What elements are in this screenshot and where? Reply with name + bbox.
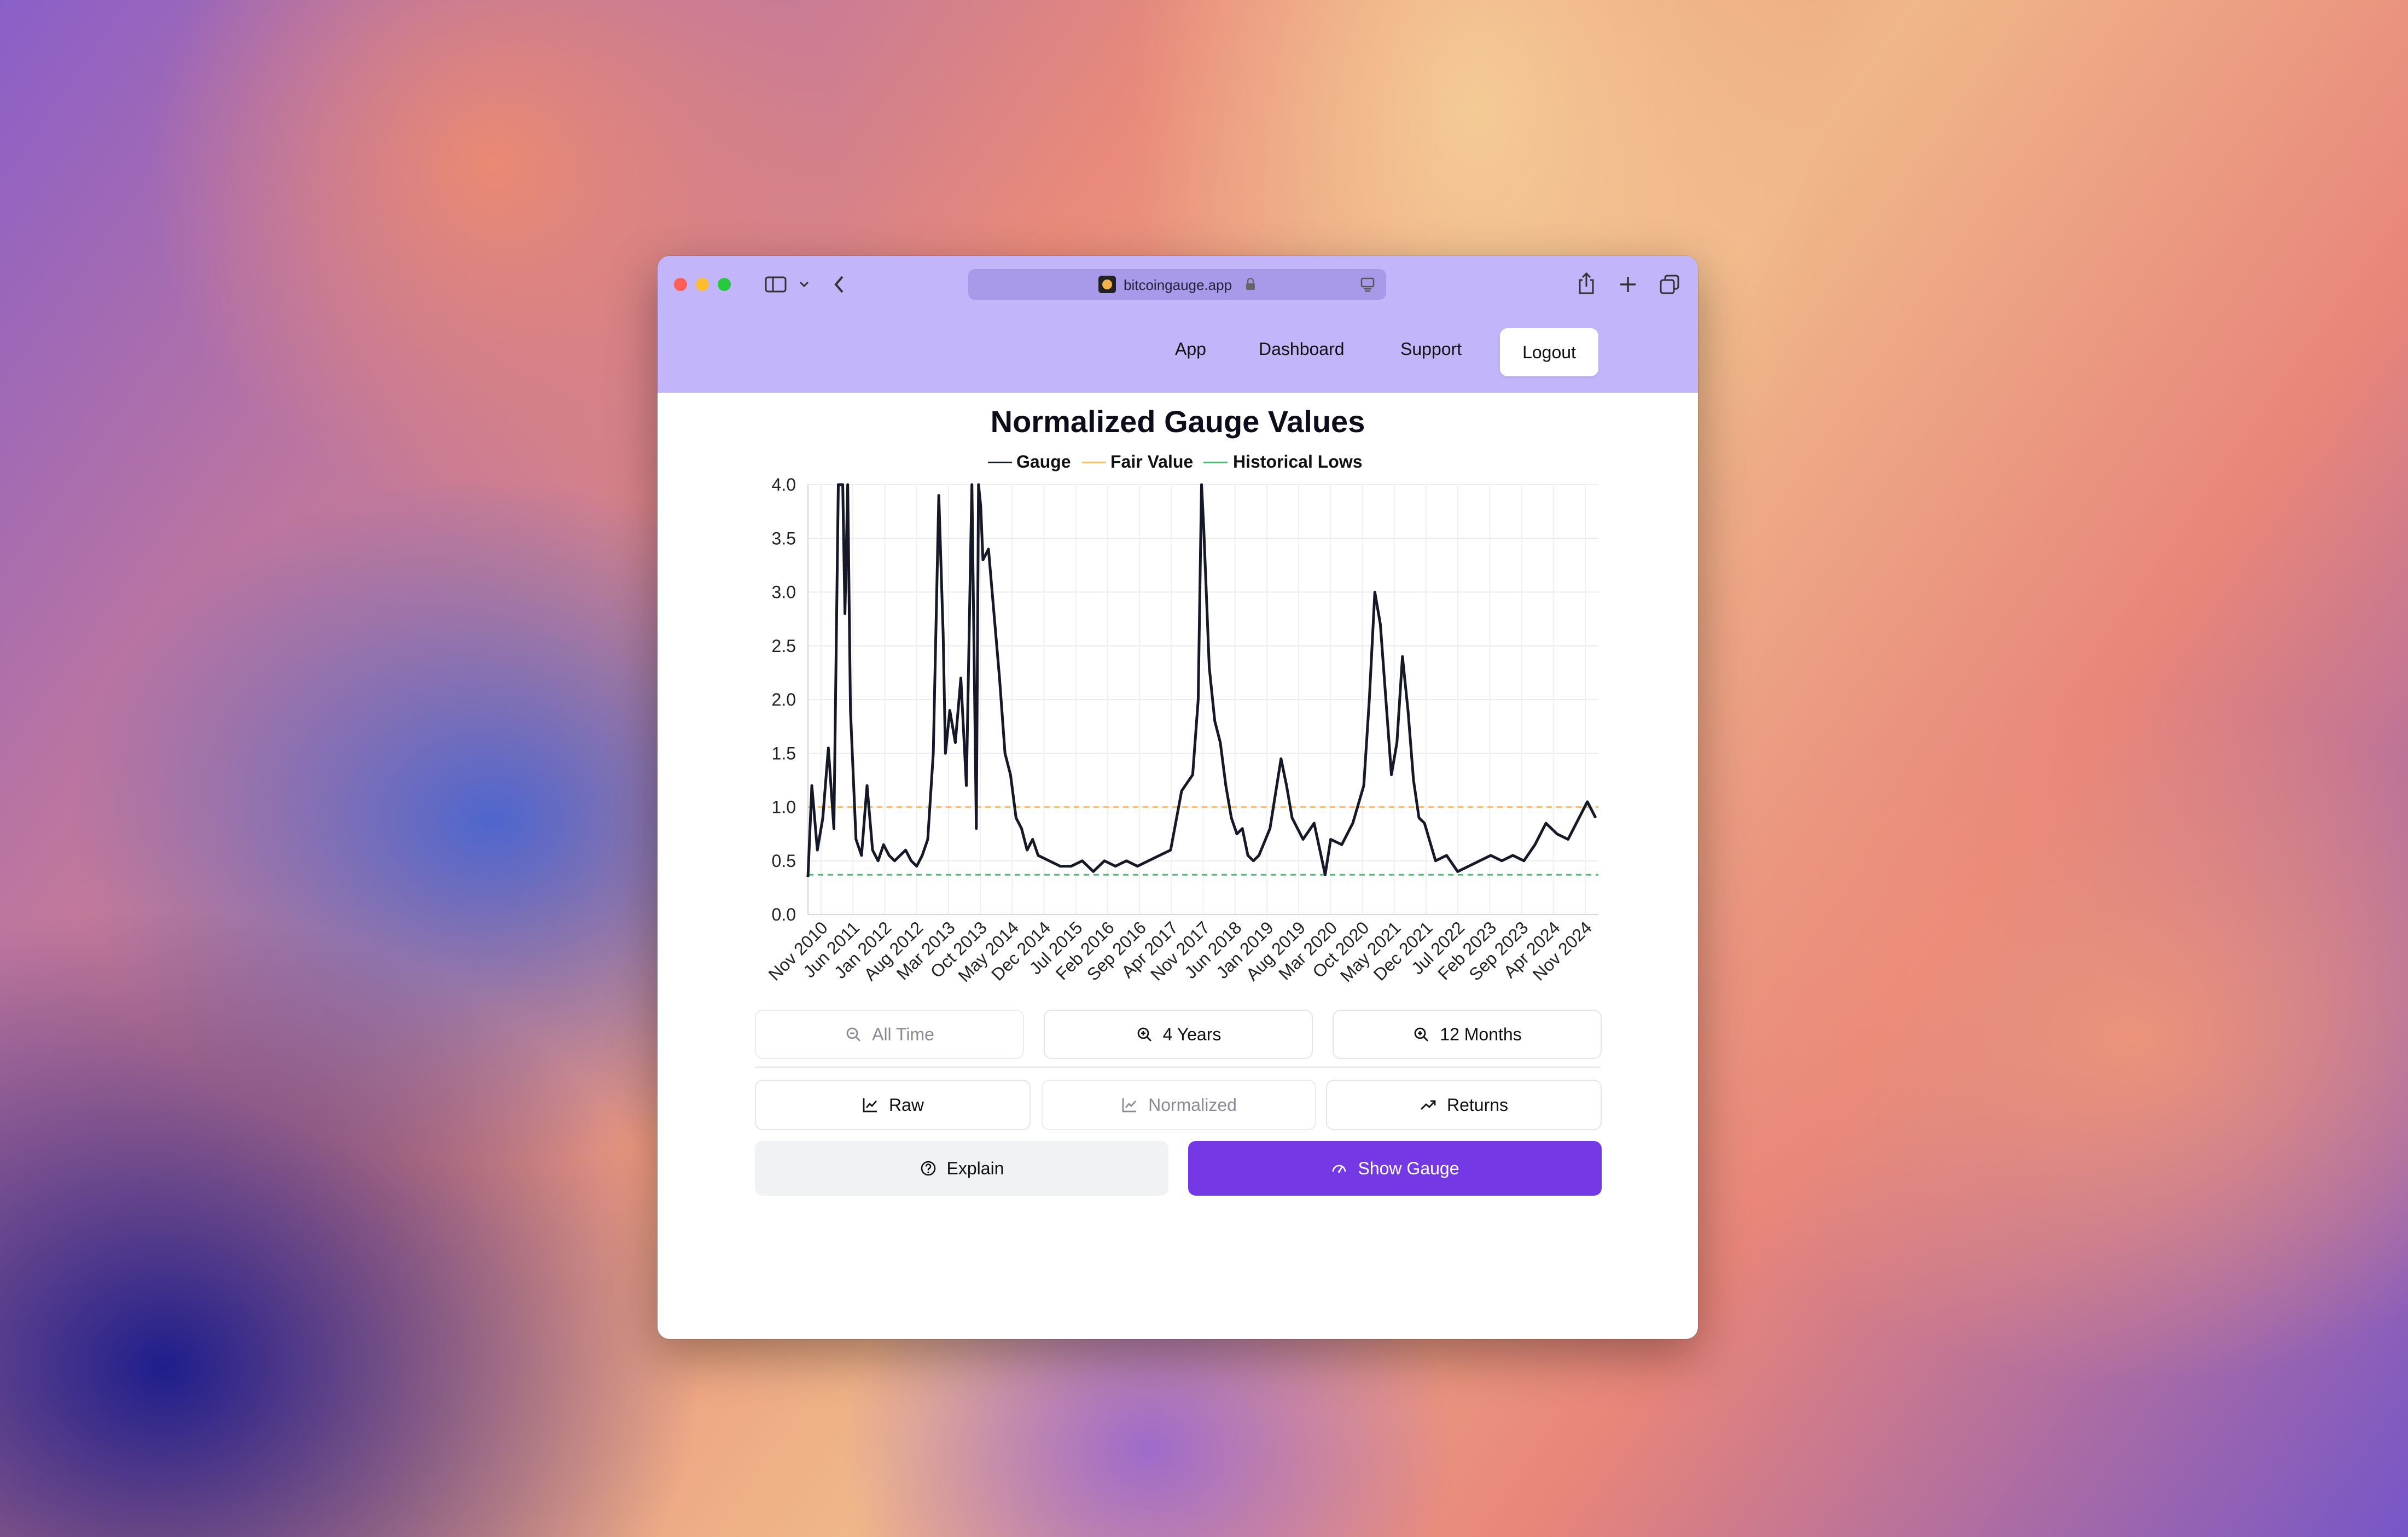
y-tick-label: 2.5 bbox=[772, 636, 796, 656]
close-window-button[interactable] bbox=[674, 278, 687, 291]
lock-icon bbox=[1246, 278, 1255, 290]
legend-historical-lows[interactable]: Historical Lows bbox=[1233, 452, 1363, 471]
legend-fair-value[interactable]: Fair Value bbox=[1110, 452, 1194, 471]
returns-button[interactable]: Returns bbox=[1326, 1080, 1602, 1130]
legend-swatch-fair-value bbox=[1082, 462, 1106, 463]
url-text: bitcoingauge.app bbox=[1124, 277, 1232, 293]
chevron-down-icon[interactable] bbox=[799, 280, 810, 289]
twelve-months-button[interactable]: 12 Months bbox=[1333, 1010, 1602, 1059]
site-favicon bbox=[1098, 276, 1116, 293]
raw-label: Raw bbox=[888, 1094, 924, 1115]
all-time-label: All Time bbox=[872, 1024, 934, 1044]
y-tick-label: 3.0 bbox=[772, 583, 796, 602]
y-tick-label: 1.0 bbox=[772, 797, 796, 817]
normalized-button[interactable]: Normalized bbox=[1042, 1080, 1316, 1130]
y-tick-label: 0.5 bbox=[772, 851, 796, 871]
gauge-series-line bbox=[806, 483, 1597, 877]
zoom-window-button[interactable] bbox=[718, 278, 731, 291]
reader-icon[interactable] bbox=[1360, 277, 1375, 292]
y-tick-label: 3.5 bbox=[772, 528, 796, 548]
y-tick-label: 1.5 bbox=[772, 743, 796, 763]
explain-button[interactable]: Explain bbox=[755, 1141, 1168, 1196]
y-tick-label: 4.0 bbox=[772, 475, 796, 494]
new-tab-icon[interactable] bbox=[1618, 275, 1638, 294]
all-time-button[interactable]: All Time bbox=[755, 1010, 1024, 1059]
gauge-icon bbox=[1333, 1165, 1346, 1173]
y-tick-label: 0.0 bbox=[772, 905, 796, 924]
controls-divider bbox=[755, 1067, 1601, 1068]
normalized-label: Normalized bbox=[1148, 1094, 1237, 1115]
browser-window: bitcoingauge.app App Dashboard bbox=[658, 256, 1698, 1339]
raw-button[interactable]: Raw bbox=[755, 1080, 1031, 1130]
minimize-window-button[interactable] bbox=[696, 278, 709, 291]
address-bar[interactable]: bitcoingauge.app bbox=[968, 269, 1386, 300]
explain-label: Explain bbox=[946, 1158, 1004, 1178]
logout-button[interactable]: Logout bbox=[1500, 328, 1598, 376]
legend-swatch-historical-lows bbox=[1203, 462, 1228, 463]
nav-dashboard-link[interactable]: Dashboard bbox=[1259, 339, 1345, 359]
line-chart-icon bbox=[1122, 1098, 1137, 1113]
help-circle-icon bbox=[921, 1161, 935, 1176]
sidebar-icon[interactable] bbox=[765, 276, 787, 293]
legend-gauge[interactable]: Gauge bbox=[1016, 452, 1071, 471]
nav-app-link[interactable]: App bbox=[1175, 339, 1206, 359]
y-tick-label: 2.0 bbox=[772, 690, 796, 709]
line-chart-icon bbox=[863, 1098, 877, 1113]
title-bar: bitcoingauge.app App Dashboard bbox=[658, 256, 1698, 393]
zoom-in-icon bbox=[1137, 1027, 1151, 1041]
four-years-button[interactable]: 4 Years bbox=[1044, 1010, 1313, 1059]
back-icon[interactable] bbox=[833, 273, 846, 295]
trending-up-icon bbox=[1420, 1100, 1436, 1110]
show-gauge-button[interactable]: Show Gauge bbox=[1188, 1141, 1602, 1196]
returns-label: Returns bbox=[1446, 1094, 1509, 1115]
nav-support-link[interactable]: Support bbox=[1400, 339, 1462, 359]
twelve-months-label: 12 Months bbox=[1440, 1024, 1522, 1044]
tabs-overview-icon[interactable] bbox=[1659, 273, 1680, 295]
show-gauge-label: Show Gauge bbox=[1358, 1158, 1459, 1178]
share-icon[interactable] bbox=[1577, 271, 1596, 295]
legend-swatch-gauge bbox=[988, 462, 1012, 463]
zoom-in-icon bbox=[1414, 1027, 1429, 1041]
chart-title: Normalized Gauge Values bbox=[990, 404, 1365, 439]
zoom-out-icon bbox=[846, 1027, 861, 1041]
four-years-label: 4 Years bbox=[1162, 1024, 1222, 1044]
